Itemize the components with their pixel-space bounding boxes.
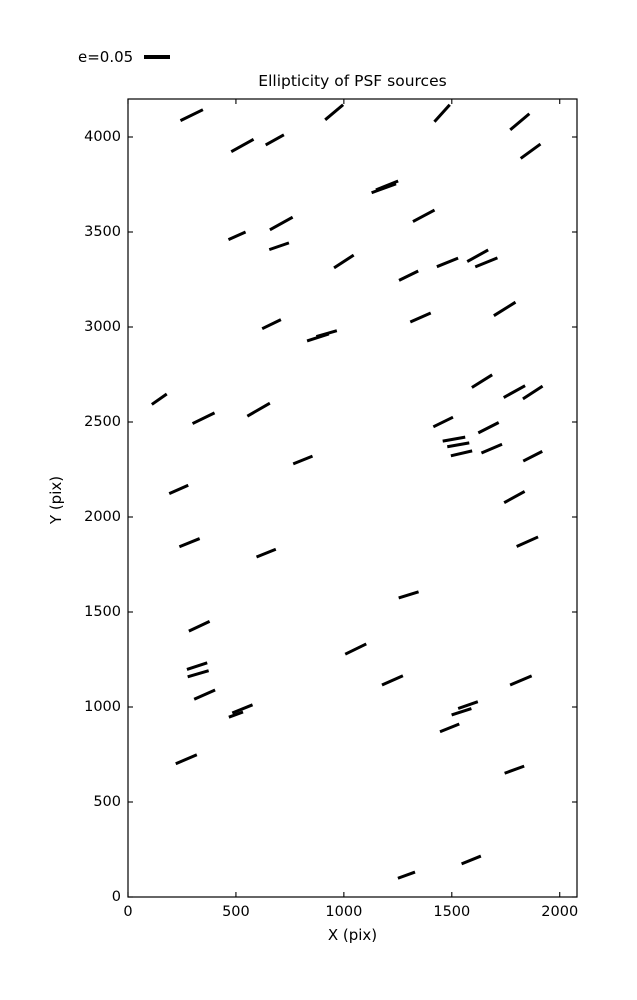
whisker-stick	[503, 490, 526, 505]
y-tick-label: 4000	[84, 129, 121, 145]
y-tick-label: 3000	[84, 319, 121, 335]
whisker-stick	[315, 329, 338, 339]
whisker-stick	[436, 256, 459, 269]
whisker-stick	[398, 590, 420, 600]
whisker-stick	[450, 449, 473, 458]
whisker-stick	[228, 710, 244, 719]
y-tick-label: 3500	[84, 224, 121, 240]
whisker-stick	[398, 269, 419, 282]
whisker-stick	[261, 318, 282, 331]
axis-ticks	[127, 99, 577, 898]
whisker-marks	[150, 103, 544, 880]
y-tick-label: 2500	[84, 414, 121, 430]
whisker-stick	[477, 421, 500, 435]
whisker-stick	[457, 700, 479, 710]
x-tick-label: 0	[123, 904, 133, 920]
whisker-stick	[168, 483, 189, 496]
y-tick-label: 1000	[84, 699, 121, 715]
whisker-stick	[471, 373, 493, 389]
whisker-stick	[493, 300, 517, 317]
whisker-stick	[255, 547, 277, 559]
whisker-stick	[246, 401, 271, 418]
whisker-stick	[264, 133, 285, 147]
whisker-stick	[474, 256, 498, 269]
whisker-stick	[509, 112, 531, 131]
legend-scale-bar-icon	[144, 55, 171, 59]
axes-frame	[127, 98, 578, 898]
whisker-stick	[519, 142, 542, 160]
x-tick-label: 1500	[433, 904, 471, 920]
whisker-stick	[175, 753, 198, 766]
whisker-stick	[375, 179, 399, 192]
whisker-stick	[193, 688, 216, 701]
y-tick-label: 1500	[84, 604, 121, 620]
whisker-stick	[433, 103, 451, 123]
whisker-stick	[179, 108, 204, 122]
legend-label: e=0.05	[78, 47, 134, 66]
legend: e=0.05	[78, 46, 171, 68]
whisker-stick	[292, 454, 314, 466]
whisker-stick	[522, 450, 543, 463]
whisker-stick	[432, 415, 454, 429]
whisker-stick	[447, 441, 470, 449]
whisker-stick	[509, 674, 533, 687]
whisker-stick	[451, 707, 472, 717]
whisker-stick	[230, 138, 255, 154]
whisker-stick	[344, 642, 367, 656]
whisker-stick	[461, 854, 482, 866]
whisker-stick	[439, 722, 460, 734]
whisker-stick	[186, 661, 208, 671]
y-axis-label: Y (pix)	[47, 475, 65, 525]
whisker-stick	[187, 669, 210, 679]
whisker-stick	[466, 248, 489, 263]
whisker-stick	[178, 537, 201, 549]
y-tick-label: 2000	[84, 509, 121, 525]
whisker-stick	[516, 535, 539, 548]
whisker-stick	[333, 253, 355, 270]
whisker-stick	[522, 384, 544, 401]
whisker-stick	[442, 435, 466, 443]
whisker-stick	[227, 230, 247, 241]
whisker-stick	[409, 311, 432, 324]
page-title: Ellipticity of PSF sources	[258, 72, 447, 90]
x-tick-label: 1000	[325, 904, 363, 920]
whisker-stick	[480, 442, 503, 455]
whisker-stick	[268, 241, 290, 252]
x-tick-label: 500	[222, 904, 250, 920]
whisker-stick	[502, 384, 526, 399]
whisker-stick	[188, 620, 211, 633]
whisker-stick	[381, 674, 404, 687]
whisker-stick	[231, 703, 254, 715]
whisker-stick	[269, 215, 294, 232]
whisker-stick	[504, 764, 525, 775]
y-tick-label: 500	[93, 794, 121, 810]
whisker-stick	[412, 208, 436, 223]
axes-border	[127, 98, 578, 898]
whisker-stick	[324, 103, 345, 121]
x-tick-label: 2000	[541, 904, 579, 920]
y-tick-label: 0	[111, 889, 121, 905]
whisker-stick	[150, 392, 168, 406]
x-axis-label: X (pix)	[327, 926, 378, 944]
whisker-stick	[191, 411, 216, 425]
whisker-stick	[397, 870, 416, 880]
